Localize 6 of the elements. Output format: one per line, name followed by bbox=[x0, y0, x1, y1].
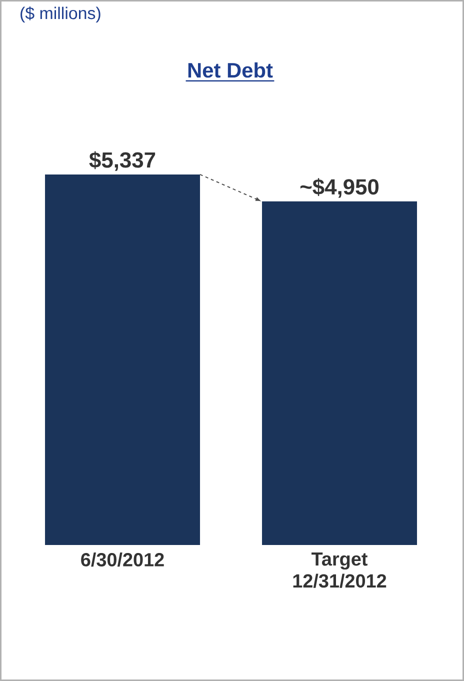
x-tick-label: 6/30/2012 bbox=[81, 552, 164, 567]
text: ($ millions) bbox=[20, 6, 100, 23]
chart-title: Net Debt bbox=[188, 62, 273, 78]
x-tick-label: Target 12/31/2012 bbox=[293, 552, 386, 588]
data-label: $5,337 bbox=[89, 151, 156, 171]
data-label: ~$4,950 bbox=[300, 178, 379, 198]
